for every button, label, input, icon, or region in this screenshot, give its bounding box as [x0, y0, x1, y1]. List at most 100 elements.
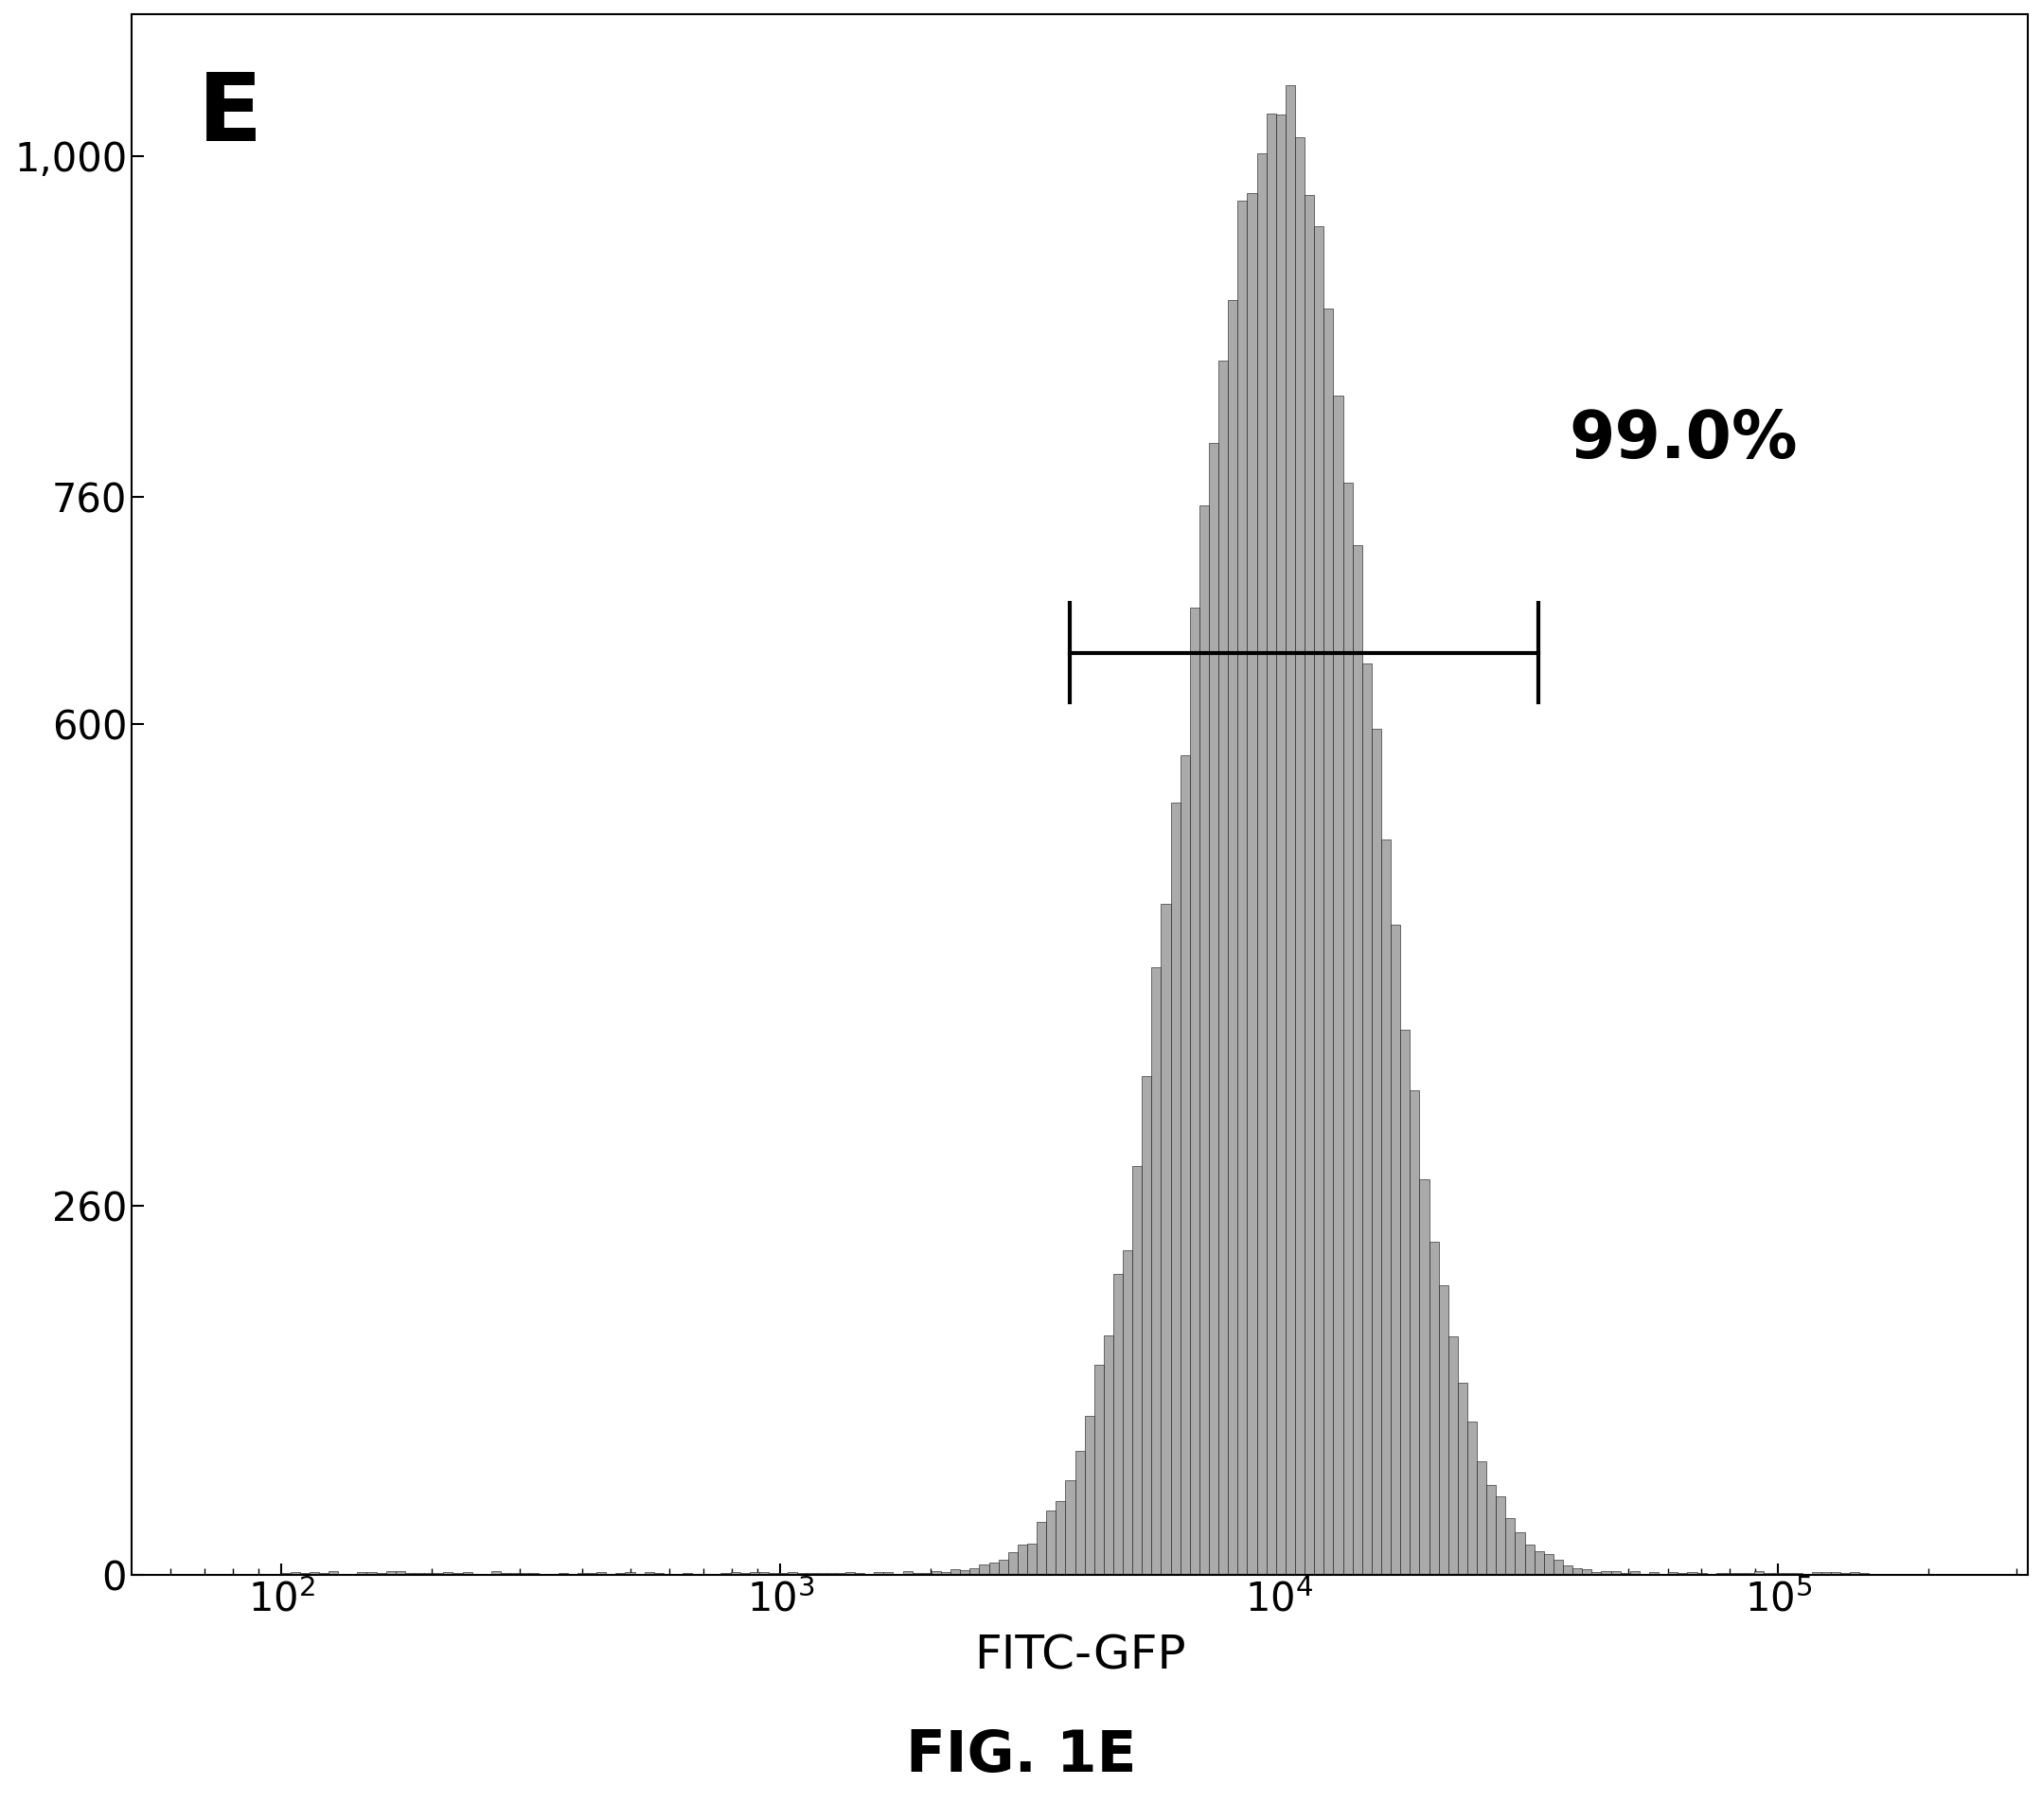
Bar — [1323, 309, 1333, 1574]
Bar — [368, 1572, 376, 1574]
Bar — [1572, 1569, 1583, 1574]
Bar — [1103, 1336, 1113, 1574]
Bar — [1219, 360, 1227, 1574]
Bar — [1133, 1167, 1141, 1574]
Bar — [596, 1572, 606, 1574]
Bar — [1811, 1572, 1821, 1574]
Bar — [415, 1572, 425, 1574]
Bar — [625, 1572, 635, 1574]
Bar — [903, 1571, 913, 1574]
Bar — [1056, 1501, 1066, 1574]
Bar — [1409, 1090, 1419, 1574]
Bar — [1419, 1179, 1429, 1574]
Bar — [1591, 1572, 1601, 1574]
Bar — [768, 1572, 778, 1574]
Bar — [721, 1572, 731, 1574]
Bar — [1458, 1383, 1468, 1574]
Bar — [404, 1572, 415, 1574]
Bar — [845, 1572, 856, 1574]
Bar — [1344, 482, 1352, 1574]
Bar — [1487, 1485, 1497, 1574]
Bar — [1505, 1518, 1515, 1574]
Bar — [1362, 664, 1372, 1574]
Bar — [1027, 1543, 1037, 1574]
Bar — [1199, 506, 1209, 1574]
Bar — [1170, 803, 1180, 1574]
Bar — [682, 1572, 692, 1574]
Bar — [1141, 1076, 1152, 1574]
Bar — [1162, 905, 1170, 1574]
Bar — [425, 1572, 433, 1574]
Bar — [492, 1571, 500, 1574]
Bar — [510, 1572, 521, 1574]
Bar — [1583, 1569, 1591, 1574]
Bar — [310, 1572, 319, 1574]
Bar — [1276, 115, 1286, 1574]
Bar — [1095, 1365, 1103, 1574]
Bar — [1248, 193, 1256, 1574]
Bar — [396, 1571, 404, 1574]
Bar — [1621, 1572, 1630, 1574]
Bar — [1227, 300, 1237, 1574]
Bar — [1630, 1571, 1640, 1574]
Bar — [1123, 1250, 1133, 1574]
Bar — [1209, 444, 1219, 1574]
Text: E: E — [198, 69, 263, 160]
Bar — [788, 1572, 798, 1574]
Bar — [931, 1571, 941, 1574]
Bar — [443, 1572, 453, 1574]
Bar — [1113, 1274, 1123, 1574]
Bar — [921, 1572, 931, 1574]
Bar — [731, 1572, 739, 1574]
Bar — [1515, 1532, 1525, 1574]
Bar — [874, 1572, 884, 1574]
Bar — [464, 1572, 472, 1574]
Bar — [1152, 968, 1162, 1574]
Bar — [1074, 1451, 1084, 1574]
Bar — [856, 1572, 864, 1574]
Bar — [1611, 1571, 1621, 1574]
Text: 99.0%: 99.0% — [1568, 408, 1797, 471]
Bar — [1333, 395, 1344, 1574]
Bar — [386, 1571, 396, 1574]
Bar — [1391, 925, 1401, 1574]
Bar — [1544, 1554, 1554, 1574]
Bar — [1754, 1571, 1764, 1574]
Bar — [1190, 608, 1199, 1574]
Bar — [778, 1572, 788, 1574]
Bar — [1084, 1416, 1095, 1574]
Bar — [1429, 1241, 1440, 1574]
Bar — [1009, 1552, 1017, 1574]
Bar — [329, 1571, 339, 1574]
Bar — [970, 1569, 980, 1574]
Bar — [1668, 1572, 1679, 1574]
Bar — [1601, 1571, 1611, 1574]
Bar — [1305, 195, 1315, 1574]
Bar — [521, 1572, 529, 1574]
Bar — [1372, 728, 1380, 1574]
X-axis label: FITC-GFP: FITC-GFP — [974, 1633, 1186, 1678]
Bar — [1468, 1421, 1476, 1574]
Bar — [884, 1572, 892, 1574]
Bar — [1237, 200, 1248, 1574]
Bar — [1017, 1545, 1027, 1574]
Bar — [1554, 1560, 1562, 1574]
Text: FIG. 1E: FIG. 1E — [907, 1727, 1135, 1784]
Bar — [988, 1563, 999, 1574]
Bar — [1850, 1572, 1860, 1574]
Bar — [1476, 1461, 1487, 1574]
Bar — [1448, 1336, 1458, 1574]
Bar — [1525, 1545, 1534, 1574]
Bar — [1401, 1030, 1409, 1574]
Bar — [960, 1571, 970, 1574]
Bar — [941, 1572, 952, 1574]
Bar — [980, 1565, 988, 1574]
Bar — [1440, 1285, 1448, 1574]
Bar — [1562, 1565, 1572, 1574]
Bar — [1046, 1511, 1056, 1574]
Bar — [1497, 1496, 1505, 1574]
Bar — [357, 1572, 368, 1574]
Bar — [1650, 1572, 1658, 1574]
Bar — [1266, 113, 1276, 1574]
Bar — [586, 1572, 596, 1574]
